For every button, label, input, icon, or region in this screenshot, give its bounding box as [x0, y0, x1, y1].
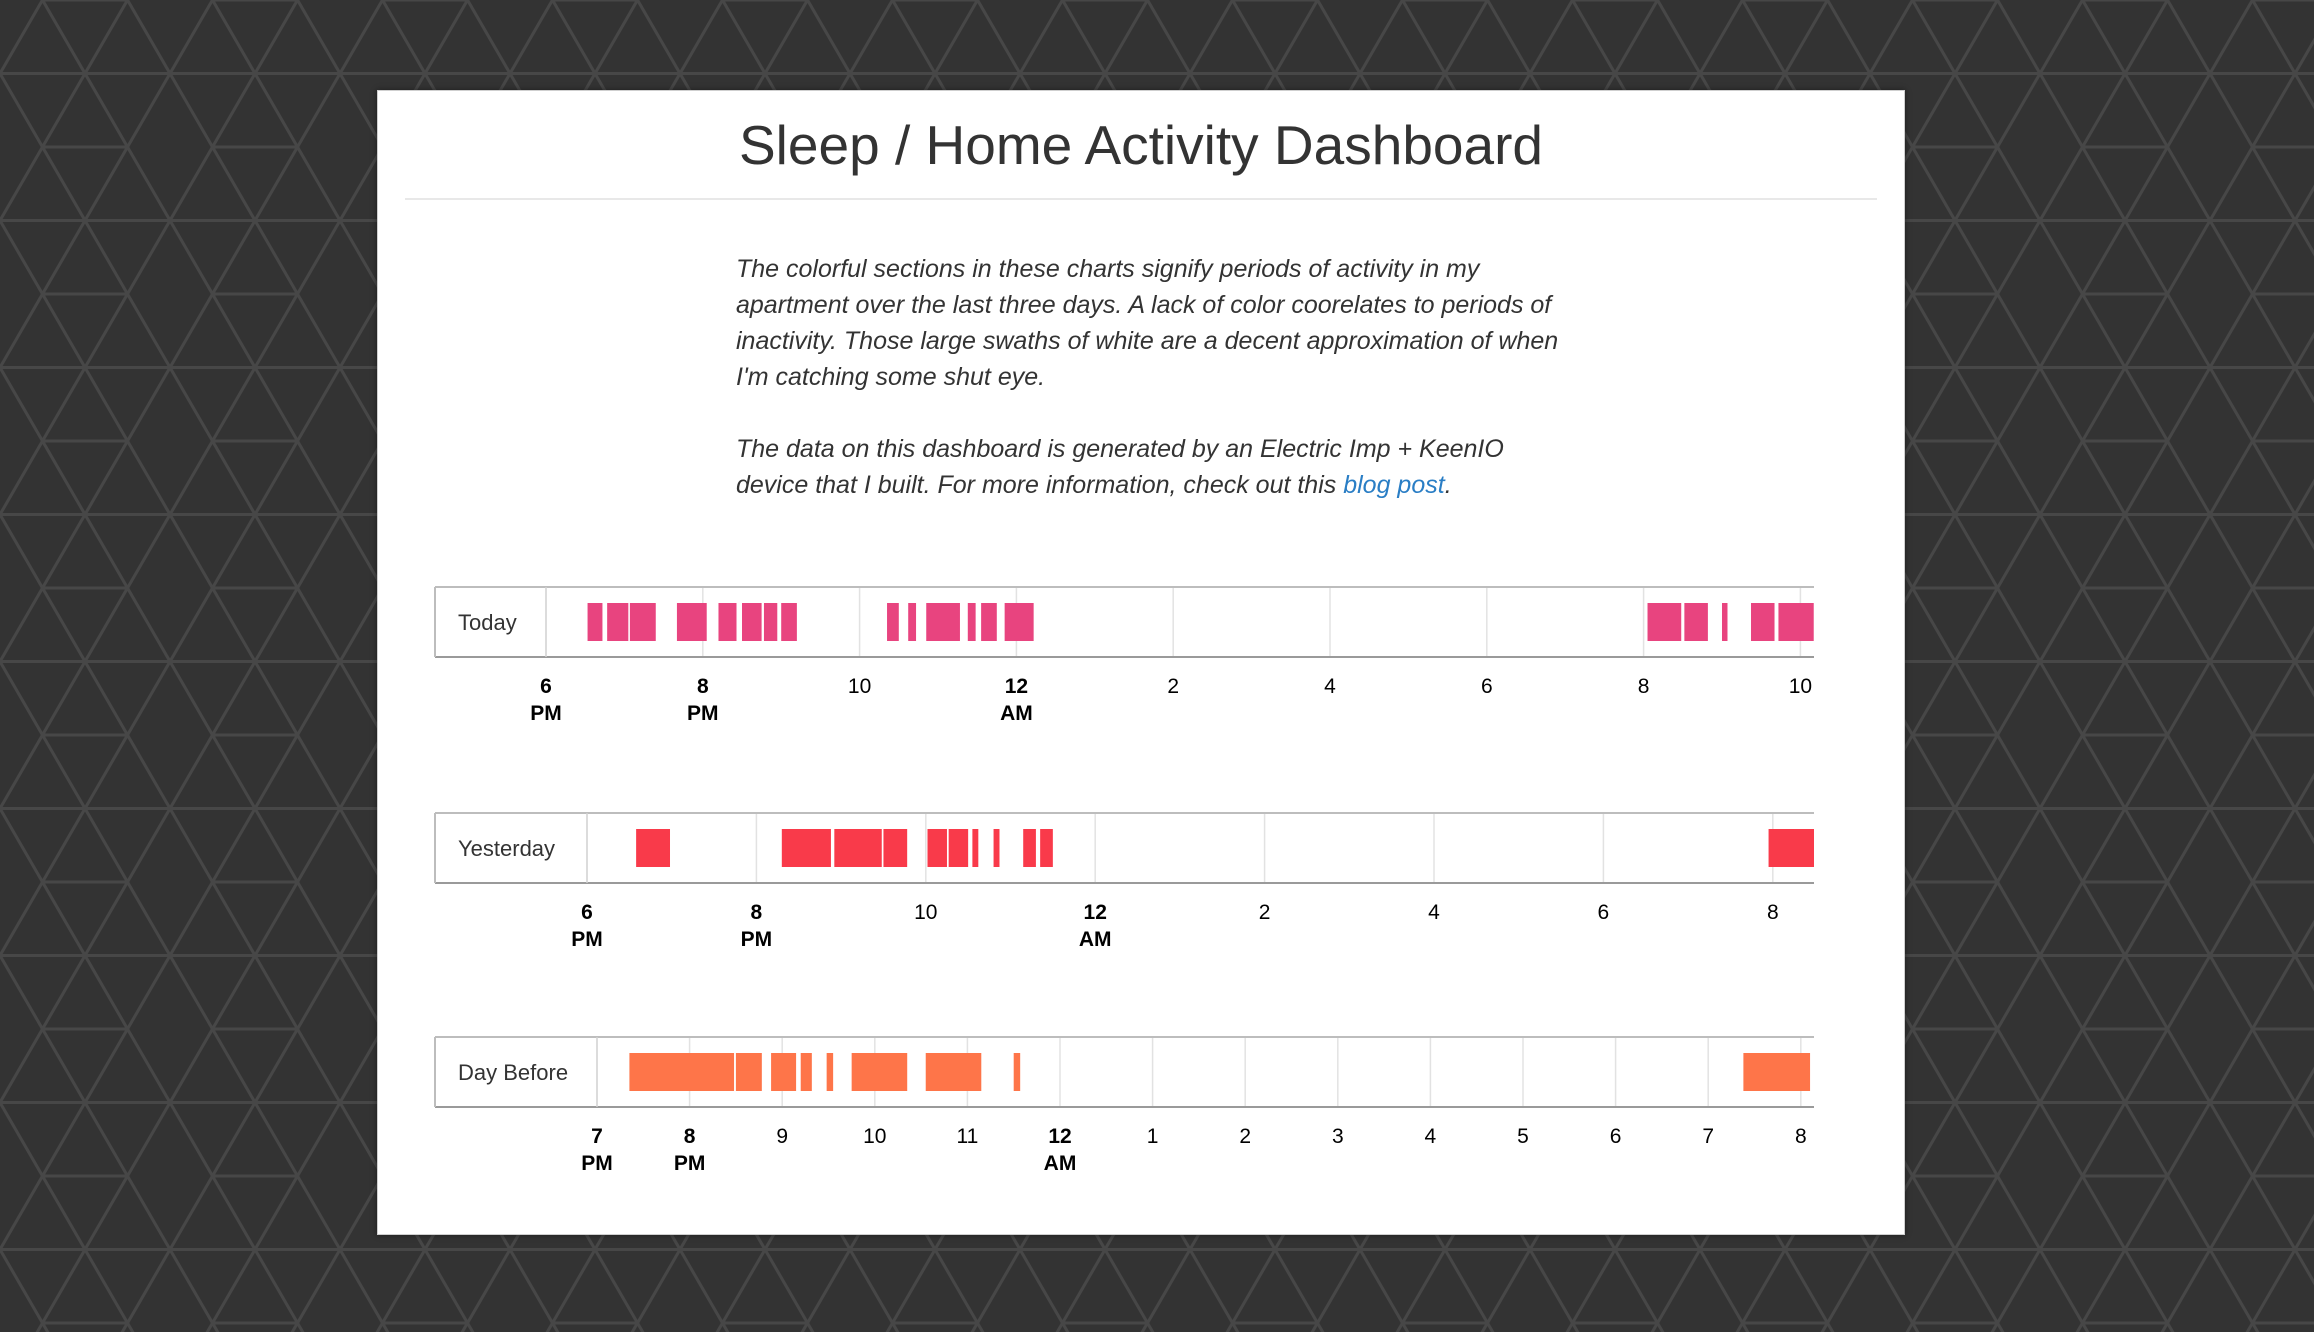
day-before-tick-label: 8: [684, 1125, 696, 1148]
today-activity-segment: [887, 603, 899, 641]
today-tick-label: 6: [1481, 675, 1493, 698]
description-paragraph-2: The data on this dashboard is generated …: [736, 431, 1566, 503]
yesterday-tick-label: 8: [1767, 901, 1779, 924]
yesterday-tick-label: 12: [1084, 901, 1107, 924]
today-tick-label: 10: [848, 675, 871, 698]
yesterday-tick-label: 4: [1428, 901, 1440, 924]
yesterday-activity-segment: [948, 829, 969, 867]
day-before-activity-segment: [925, 1053, 982, 1091]
today-tick-sublabel: PM: [687, 702, 719, 725]
yesterday-tick-label: 6: [581, 901, 593, 924]
day-before-tick-sublabel: PM: [581, 1152, 613, 1175]
page-title: Sleep / Home Activity Dashboard: [739, 114, 1543, 176]
yesterday-activity-segment: [883, 829, 908, 867]
today-activity-segment: [981, 603, 997, 641]
day-before-activity-segment: [1013, 1053, 1021, 1091]
day-before-activity-segment: [851, 1053, 908, 1091]
today-tick-label: 2: [1167, 675, 1179, 698]
day-before-activity-segment: [735, 1053, 762, 1091]
yesterday-activity-segment: [781, 829, 831, 867]
day-before-row-label: Day Before: [458, 1060, 568, 1085]
description: The colorful sections in these charts si…: [736, 251, 1566, 539]
today-activity-segment: [718, 603, 737, 641]
day-before-tick-label: 12: [1048, 1125, 1071, 1148]
today-activity-segment: [629, 603, 656, 641]
day-before-activity-segment: [800, 1053, 812, 1091]
day-before-activity-segment: [1743, 1053, 1811, 1091]
day-before-tick-label: 4: [1425, 1125, 1437, 1148]
day-before-activity-segment: [771, 1053, 797, 1091]
yesterday-row-label: Yesterday: [458, 836, 555, 861]
description-suffix: .: [1444, 471, 1452, 499]
day-before-tick-label: 1: [1147, 1125, 1159, 1148]
day-before-activity-segment: [826, 1053, 834, 1091]
today-activity-segment: [1647, 603, 1682, 641]
today-tick-label: 8: [697, 675, 709, 698]
today-activity-segment: [1778, 603, 1814, 641]
today-tick-label: 4: [1324, 675, 1336, 698]
day-before-tick-label: 7: [591, 1125, 603, 1148]
today-activity-segment: [587, 603, 603, 641]
yesterday-activity-segment: [972, 829, 979, 867]
today-row-label: Today: [458, 610, 517, 635]
today-tick-sublabel: AM: [1000, 702, 1033, 725]
today-activity-segment: [1722, 603, 1728, 641]
today-activity-segment: [1004, 603, 1034, 641]
day-before-tick-label: 9: [776, 1125, 788, 1148]
yesterday-activity-segment: [993, 829, 1000, 867]
today-activity-segment: [1751, 603, 1775, 641]
today-activity-segment: [926, 603, 960, 641]
dashboard-card: Sleep / Home Activity Dashboard The colo…: [377, 90, 1905, 1235]
yesterday-activity-segment: [834, 829, 882, 867]
day-before-activity-segment: [629, 1053, 735, 1091]
today-activity-segment: [763, 603, 778, 641]
yesterday-tick-label: 10: [914, 901, 937, 924]
day-before-tick-label: 7: [1702, 1125, 1714, 1148]
yesterday-activity-segment: [636, 829, 671, 867]
day-before-tick-label: 11: [956, 1125, 978, 1148]
today-tick-label: 12: [1005, 675, 1028, 698]
today-tick-label: 10: [1789, 675, 1812, 698]
today-activity-segment: [742, 603, 762, 641]
blog-post-link[interactable]: blog post: [1343, 471, 1445, 499]
day-before-tick-label: 8: [1795, 1125, 1807, 1148]
today-tick-sublabel: PM: [530, 702, 562, 725]
yesterday-activity-segment: [1768, 829, 1814, 867]
today-tick-label: 8: [1638, 675, 1650, 698]
day-before-tick-label: 3: [1332, 1125, 1344, 1148]
today-tick-label: 6: [540, 675, 552, 698]
yesterday-activity-segment: [927, 829, 947, 867]
today-activity-segment: [607, 603, 629, 641]
day-before-tick-label: 5: [1517, 1125, 1529, 1148]
yesterday-tick-label: 6: [1598, 901, 1610, 924]
today-activity-segment: [1684, 603, 1708, 641]
today-activity-segment: [676, 603, 707, 641]
today-activity-segment: [967, 603, 976, 641]
yesterday-tick-label: 8: [751, 901, 763, 924]
yesterday-activity-segment: [1040, 829, 1053, 867]
title-divider: [405, 198, 1877, 200]
description-paragraph-1: The colorful sections in these charts si…: [736, 255, 1559, 391]
yesterday-tick-sublabel: PM: [571, 928, 603, 951]
day-before-tick-label: 6: [1610, 1125, 1622, 1148]
day-before-tick-sublabel: AM: [1044, 1152, 1077, 1175]
day-before-tick-sublabel: PM: [674, 1152, 706, 1175]
description-prefix: The data on this dashboard is generated …: [736, 435, 1504, 499]
yesterday-tick-sublabel: AM: [1079, 928, 1112, 951]
day-before-tick-label: 2: [1239, 1125, 1251, 1148]
today-activity-segment: [908, 603, 917, 641]
today-activity-segment: [781, 603, 797, 641]
day-before-tick-label: 10: [863, 1125, 886, 1148]
yesterday-tick-sublabel: PM: [741, 928, 773, 951]
yesterday-tick-label: 2: [1259, 901, 1271, 924]
yesterday-activity-segment: [1023, 829, 1036, 867]
